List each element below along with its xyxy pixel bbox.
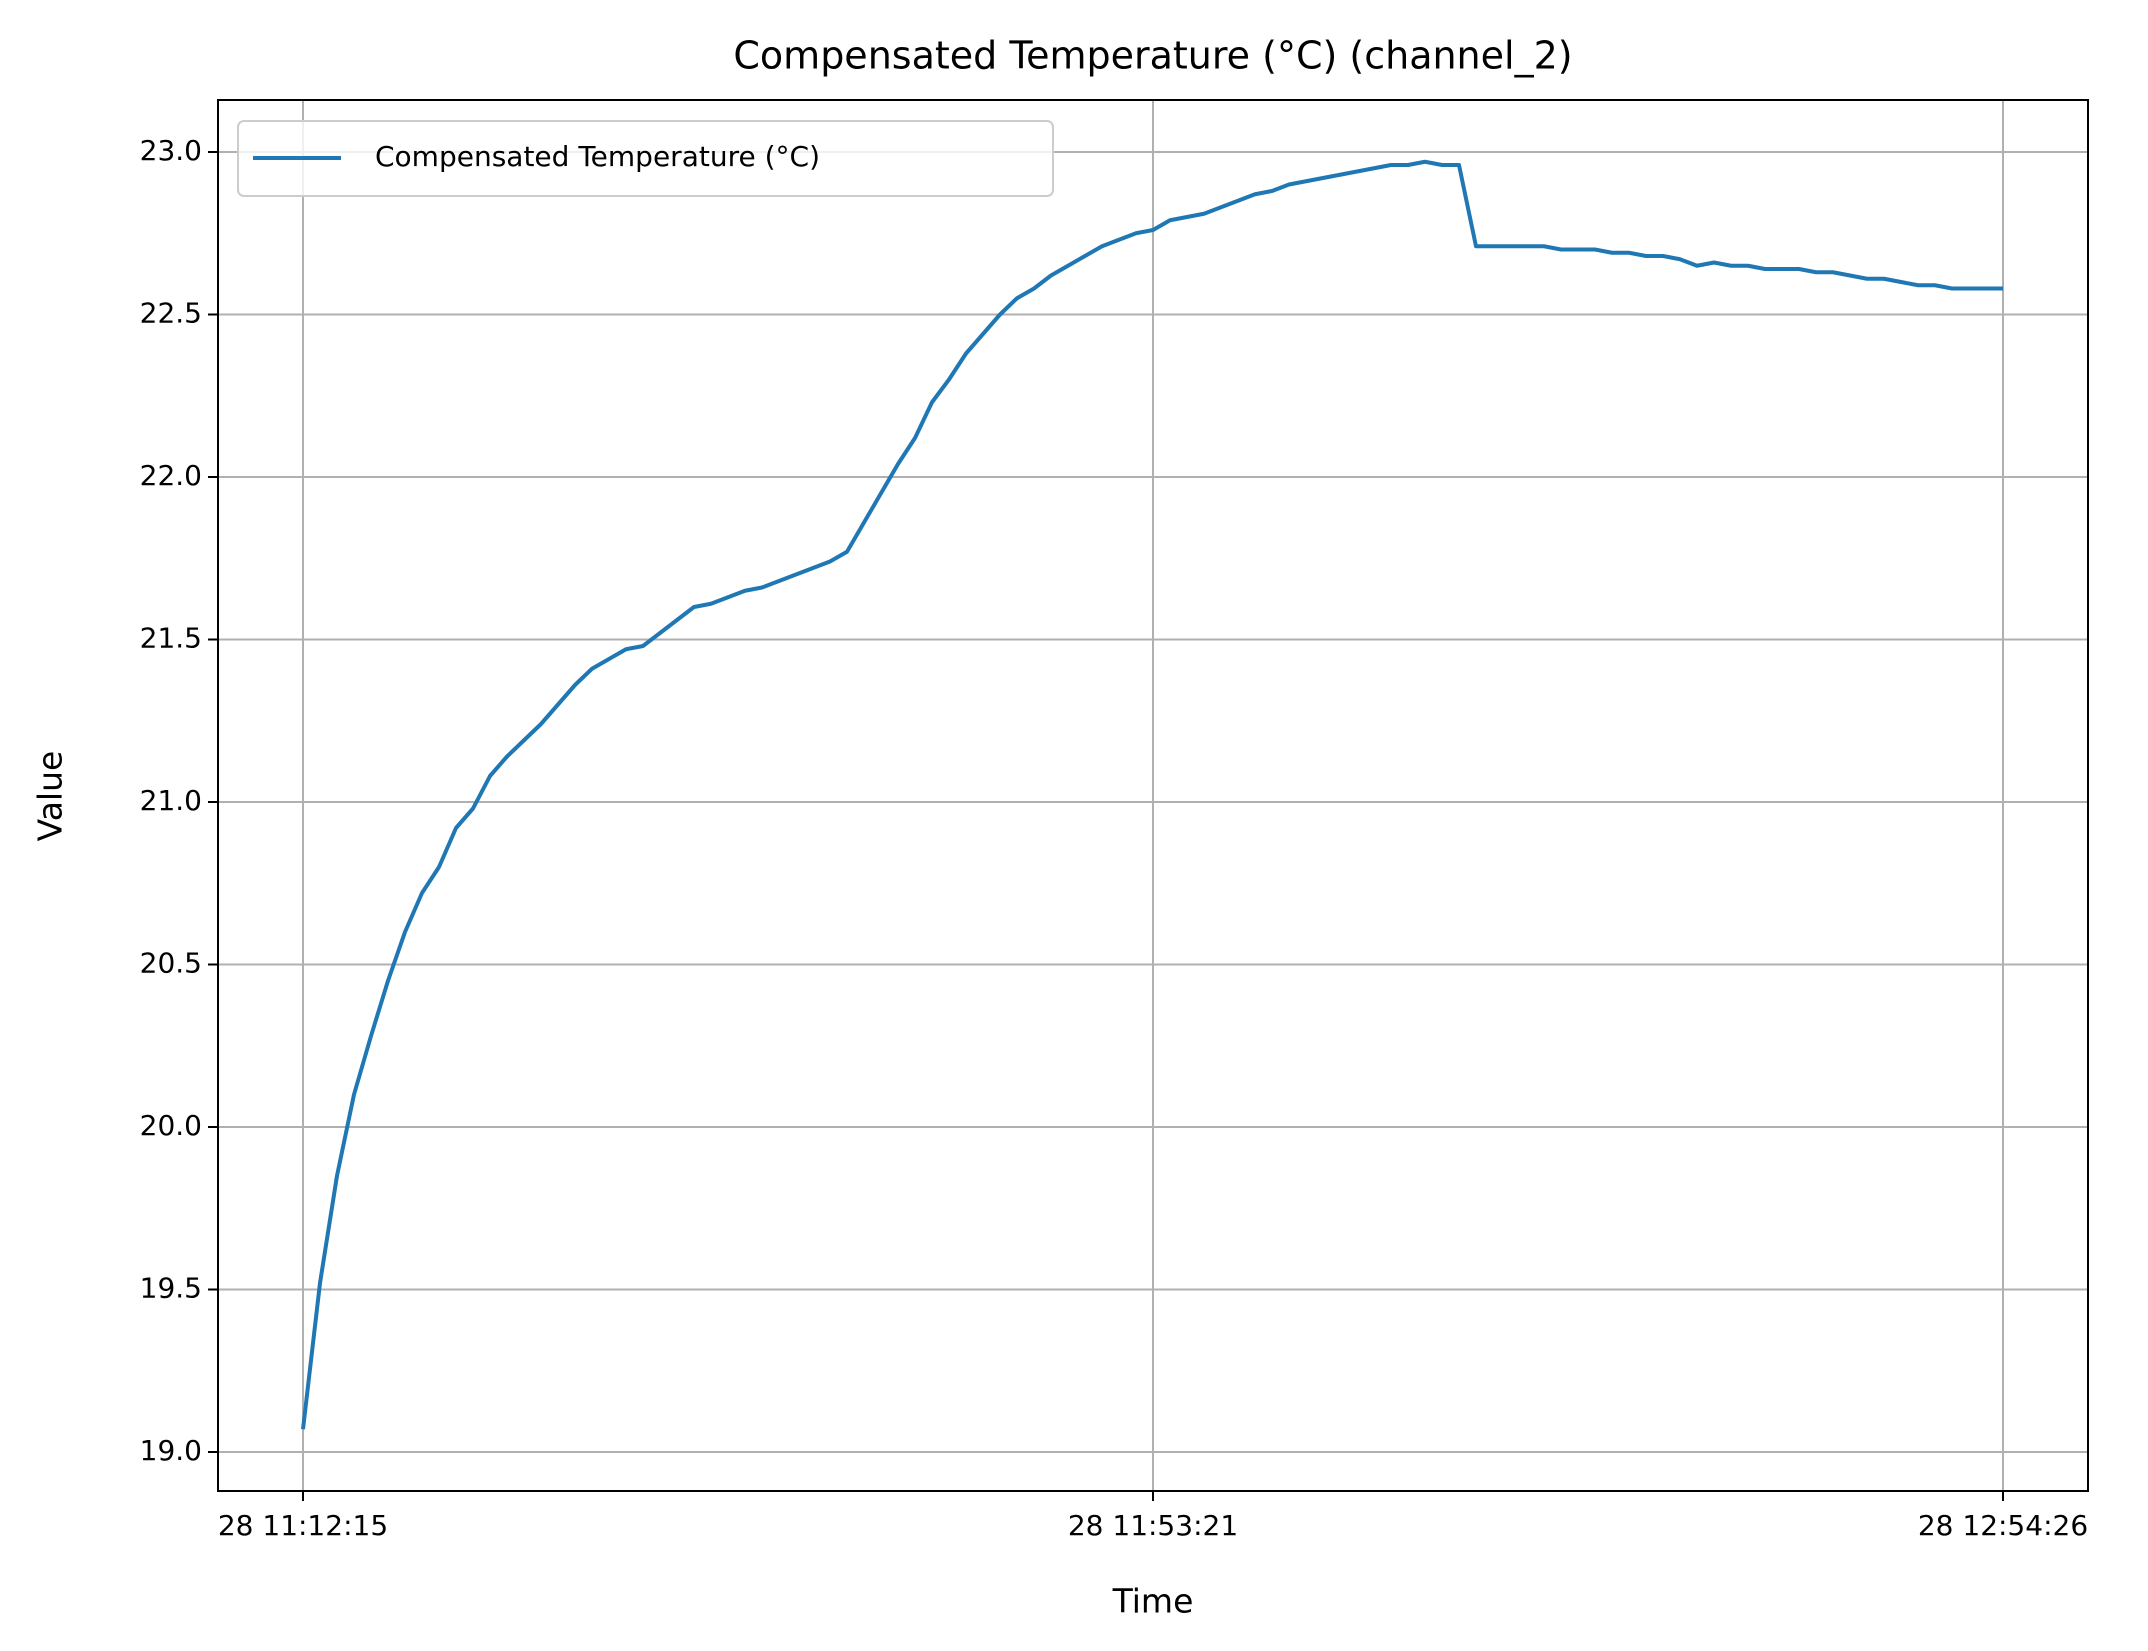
y-tick-label: 20.0 <box>140 1109 202 1142</box>
chart-title: Compensated Temperature (°C) (channel_2) <box>733 34 1572 78</box>
y-tick-label: 22.5 <box>140 297 202 330</box>
y-tick-label: 23.0 <box>140 134 202 167</box>
y-tick-label: 21.0 <box>140 784 202 817</box>
y-tick-label: 19.0 <box>140 1434 202 1467</box>
y-tick-label: 20.5 <box>140 947 202 980</box>
data-line <box>301 159 2003 1430</box>
y-tick-label: 21.5 <box>140 622 202 655</box>
x-tick-label: 28 12:54:26 <box>1918 1509 2088 1542</box>
legend: Compensated Temperature (°C) <box>237 120 1054 197</box>
y-tick-label: 22.0 <box>140 459 202 492</box>
x-tick-label: 28 11:12:15 <box>218 1509 388 1542</box>
legend-box <box>237 120 1054 197</box>
y-tick-label: 19.5 <box>140 1272 202 1305</box>
plot-frame <box>217 99 2089 1492</box>
x-tick-label: 28 11:53:21 <box>1068 1509 1238 1542</box>
x-axis-label: Time <box>1112 1582 1194 1621</box>
y-axis-label: Value <box>31 751 70 842</box>
legend-label: Compensated Temperature (°C) <box>375 140 820 173</box>
